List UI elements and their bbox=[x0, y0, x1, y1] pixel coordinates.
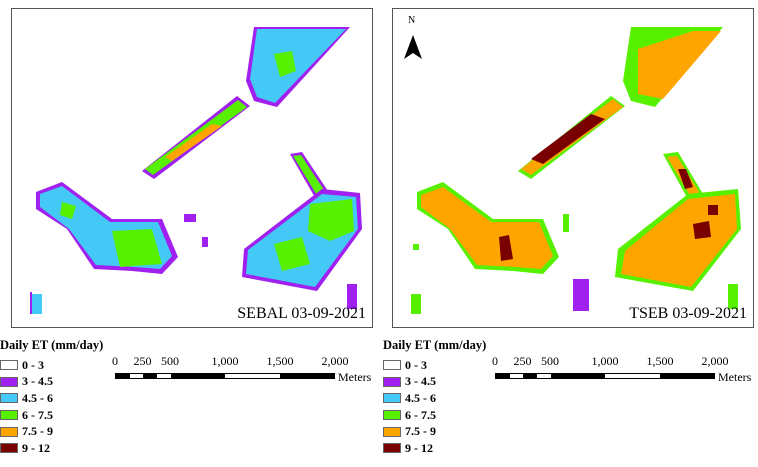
legend-swatch bbox=[383, 376, 401, 387]
north-letter: N bbox=[408, 15, 416, 26]
scale-segment bbox=[279, 374, 334, 378]
field-small-patches bbox=[411, 214, 738, 314]
field-top-right bbox=[246, 27, 350, 107]
scale-segment bbox=[225, 374, 280, 378]
north-arrow: N bbox=[403, 13, 423, 65]
field-diagonal-strip bbox=[518, 96, 625, 179]
legend-label: 0 - 3 bbox=[405, 357, 427, 372]
legend-title: Daily ET (mm/day) bbox=[0, 338, 104, 352]
legend-item: 3 - 4.5 bbox=[0, 374, 150, 391]
legend-swatch bbox=[383, 410, 401, 421]
scale-tick-label: 500 bbox=[161, 354, 179, 368]
legend-swatch bbox=[0, 426, 18, 437]
scale-segment bbox=[605, 374, 660, 378]
scale-tick-label: 250 bbox=[133, 354, 152, 368]
legend-swatch bbox=[383, 426, 401, 437]
scale-tick-label: 0 bbox=[492, 354, 498, 368]
north-arrow-icon bbox=[404, 35, 422, 59]
scale-tick-label: 250 bbox=[513, 354, 532, 368]
scale-segment bbox=[509, 374, 524, 378]
sebal-et-raster bbox=[30, 27, 362, 314]
field-right-block bbox=[615, 189, 741, 291]
legend: Daily ET (mm/day) 0 - 3 3 - 4.5 4.5 - 6 6 -… bbox=[383, 338, 533, 457]
legend-swatch bbox=[383, 393, 401, 404]
legend-item: 9 - 12 bbox=[0, 440, 150, 457]
scale-tick-label: 500 bbox=[541, 354, 559, 368]
scale-segment bbox=[156, 374, 171, 378]
scale-bar: 0 250 500 1,000 1,500 2,000 Meters bbox=[490, 354, 758, 384]
scale-tick-label: 2,000 bbox=[321, 354, 349, 368]
legend-item: 7.5 - 9 bbox=[383, 423, 533, 440]
field-left-fingers bbox=[417, 182, 559, 274]
legend-item: 4.5 - 6 bbox=[383, 390, 533, 407]
scale-tick-label: 1,000 bbox=[591, 354, 619, 368]
legend-item: 6 - 7.5 bbox=[0, 407, 150, 424]
legend-label: 4.5 - 6 bbox=[405, 390, 436, 405]
legend-label: 3 - 4.5 bbox=[22, 374, 53, 389]
legend-title: Daily ET (mm/day) bbox=[383, 338, 487, 352]
legend-swatch bbox=[0, 393, 18, 404]
legend-label: 6 - 7.5 bbox=[22, 407, 53, 422]
legend-item: 4.5 - 6 bbox=[0, 390, 150, 407]
legend-label: 6 - 7.5 bbox=[405, 407, 436, 422]
map-label: TSEB 03-09-2021 bbox=[629, 305, 747, 322]
legend-item: 6 - 7.5 bbox=[383, 407, 533, 424]
scale-tick-label: 1,000 bbox=[211, 354, 239, 368]
legend-label: 7.5 - 9 bbox=[405, 424, 436, 439]
legend-swatch bbox=[0, 410, 18, 421]
field-small-upper bbox=[290, 152, 330, 201]
scale-segment bbox=[129, 374, 144, 378]
map-panel-sebal: SEBAL 03-09-2021 bbox=[11, 8, 373, 328]
legend-item: 0 - 3 bbox=[383, 357, 533, 374]
map-panel-tseb: N TSEB 03-09-2021 bbox=[392, 8, 754, 328]
legend-label: 7.5 - 9 bbox=[22, 424, 53, 439]
scale-segments bbox=[495, 373, 715, 379]
field-diagonal-strip bbox=[142, 96, 250, 179]
legend-item: 7.5 - 9 bbox=[0, 423, 150, 440]
tseb-et-raster bbox=[411, 27, 741, 314]
legend-label: 0 - 3 bbox=[22, 357, 44, 372]
field-top-right bbox=[623, 27, 723, 107]
scale-segment bbox=[496, 374, 510, 378]
scale-segment bbox=[116, 374, 130, 378]
legend-swatch bbox=[383, 360, 401, 371]
scale-segment bbox=[523, 374, 537, 378]
field-small-upper bbox=[663, 152, 703, 201]
field-right-block bbox=[242, 189, 362, 291]
legend-label: 4.5 - 6 bbox=[22, 390, 53, 405]
legend-item: 3 - 4.5 bbox=[383, 374, 533, 391]
legend-swatch bbox=[0, 443, 18, 454]
scale-bar: 0 250 500 1,000 1,500 2,000 Meters bbox=[110, 354, 385, 384]
scale-tick-label: 0 bbox=[112, 354, 118, 368]
legend-label: 3 - 4.5 bbox=[405, 374, 436, 389]
scale-tick-label: 1,500 bbox=[266, 354, 294, 368]
legend-item: 9 - 12 bbox=[383, 440, 533, 457]
scale-segment bbox=[143, 374, 157, 378]
field-small-patches bbox=[30, 214, 357, 314]
legend-swatch bbox=[0, 376, 18, 387]
field-left-fingers bbox=[36, 182, 178, 274]
scale-tick-label: 2,000 bbox=[701, 354, 729, 368]
scale-unit: Meters bbox=[718, 370, 752, 384]
scale-unit: Meters bbox=[338, 370, 372, 384]
scale-segment bbox=[536, 374, 551, 378]
legend-swatch bbox=[0, 360, 18, 371]
legend-label: 9 - 12 bbox=[405, 440, 433, 455]
scale-segment bbox=[659, 374, 714, 378]
legend-item: 0 - 3 bbox=[0, 357, 150, 374]
legend-label: 9 - 12 bbox=[22, 440, 50, 455]
scale-segment bbox=[550, 374, 605, 378]
map-label: SEBAL 03-09-2021 bbox=[237, 305, 366, 322]
legend: Daily ET (mm/day) 0 - 3 3 - 4.5 4.5 - 6 6 -… bbox=[0, 338, 150, 457]
scale-segments bbox=[115, 373, 335, 379]
scale-segment bbox=[170, 374, 225, 378]
scale-tick-label: 1,500 bbox=[646, 354, 674, 368]
legend-swatch bbox=[383, 443, 401, 454]
